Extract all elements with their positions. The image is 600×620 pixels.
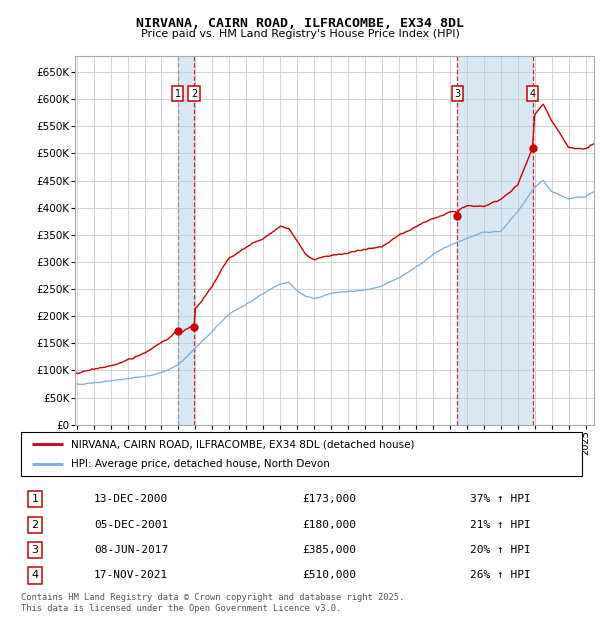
Bar — [178, 56, 194, 425]
Text: 1: 1 — [32, 494, 38, 504]
Text: NIRVANA, CAIRN ROAD, ILFRACOMBE, EX34 8DL (detached house): NIRVANA, CAIRN ROAD, ILFRACOMBE, EX34 8D… — [71, 439, 415, 449]
Text: NIRVANA, CAIRN ROAD, ILFRACOMBE, EX34 8DL: NIRVANA, CAIRN ROAD, ILFRACOMBE, EX34 8D… — [136, 17, 464, 30]
Text: 37% ↑ HPI: 37% ↑ HPI — [470, 494, 530, 504]
Text: 2: 2 — [191, 89, 197, 99]
Text: £385,000: £385,000 — [302, 545, 356, 555]
Text: 13-DEC-2000: 13-DEC-2000 — [94, 494, 168, 504]
Text: 1: 1 — [175, 89, 181, 99]
Text: 4: 4 — [31, 570, 38, 580]
Text: 2: 2 — [31, 520, 38, 529]
Text: 3: 3 — [454, 89, 460, 99]
Bar — [457, 56, 533, 425]
Text: £180,000: £180,000 — [302, 520, 356, 529]
Text: 08-JUN-2017: 08-JUN-2017 — [94, 545, 168, 555]
Text: 17-NOV-2021: 17-NOV-2021 — [94, 570, 168, 580]
Text: 20% ↑ HPI: 20% ↑ HPI — [470, 545, 530, 555]
Text: 05-DEC-2001: 05-DEC-2001 — [94, 520, 168, 529]
Text: 26% ↑ HPI: 26% ↑ HPI — [470, 570, 530, 580]
Text: Price paid vs. HM Land Registry's House Price Index (HPI): Price paid vs. HM Land Registry's House … — [140, 29, 460, 39]
Text: £510,000: £510,000 — [302, 570, 356, 580]
Text: Contains HM Land Registry data © Crown copyright and database right 2025.
This d: Contains HM Land Registry data © Crown c… — [21, 593, 404, 613]
Text: 3: 3 — [32, 545, 38, 555]
Text: 4: 4 — [529, 89, 536, 99]
Text: £173,000: £173,000 — [302, 494, 356, 504]
Text: 21% ↑ HPI: 21% ↑ HPI — [470, 520, 530, 529]
Text: HPI: Average price, detached house, North Devon: HPI: Average price, detached house, Nort… — [71, 459, 331, 469]
